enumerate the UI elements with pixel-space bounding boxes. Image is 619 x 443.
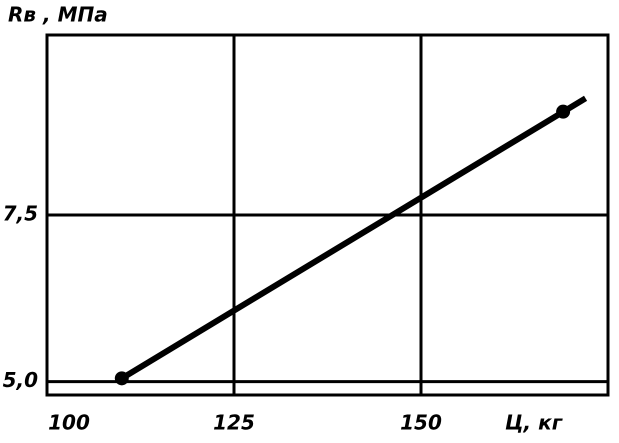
data-point [556,104,571,119]
x-tick-label: 100 [48,411,90,435]
x-tick-label: 150 [400,411,442,435]
x-tick-label: 125 [213,411,255,435]
y-tick-label: 5,0 [3,368,39,392]
y-tick-label: 7,5 [3,202,38,226]
plot-frame [45,33,610,397]
data-line [120,95,588,381]
y-axis-label: Rв , МПа [8,3,108,27]
data-point [114,371,129,386]
x-axis-label: Ц, кг [505,411,563,435]
